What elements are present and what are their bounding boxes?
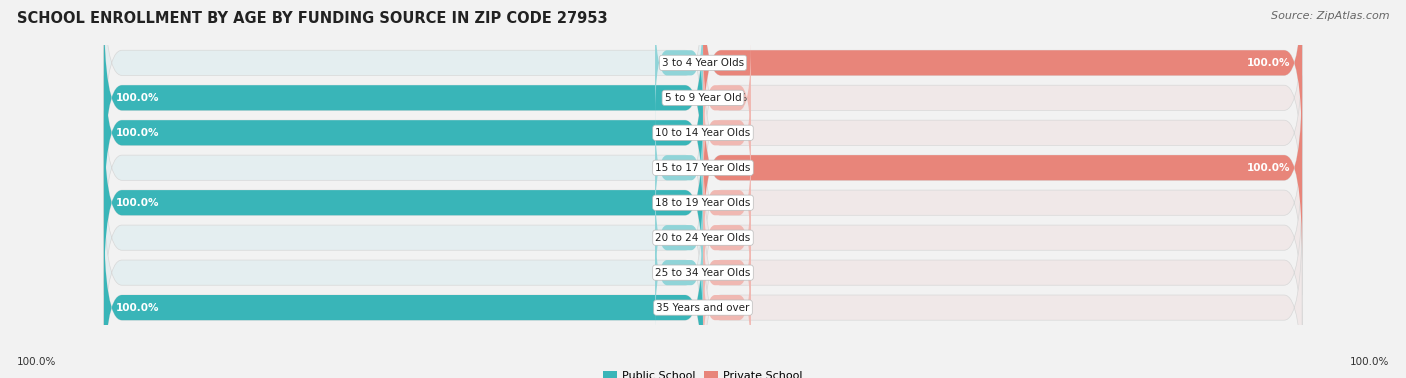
FancyBboxPatch shape — [703, 215, 1302, 378]
FancyBboxPatch shape — [104, 40, 703, 225]
FancyBboxPatch shape — [655, 6, 703, 120]
FancyBboxPatch shape — [655, 180, 703, 295]
Text: 100.0%: 100.0% — [115, 303, 159, 313]
Text: 0.0%: 0.0% — [721, 128, 747, 138]
Text: 15 to 17 Year Olds: 15 to 17 Year Olds — [655, 163, 751, 173]
Text: 25 to 34 Year Olds: 25 to 34 Year Olds — [655, 268, 751, 277]
FancyBboxPatch shape — [104, 180, 703, 365]
FancyBboxPatch shape — [104, 146, 703, 330]
FancyBboxPatch shape — [104, 215, 703, 378]
Text: 100.0%: 100.0% — [115, 128, 159, 138]
FancyBboxPatch shape — [703, 215, 751, 330]
FancyBboxPatch shape — [655, 110, 703, 225]
FancyBboxPatch shape — [703, 180, 751, 295]
Text: 35 Years and over: 35 Years and over — [657, 303, 749, 313]
FancyBboxPatch shape — [703, 40, 751, 155]
FancyBboxPatch shape — [703, 110, 1302, 295]
Text: 100.0%: 100.0% — [115, 93, 159, 103]
Legend: Public School, Private School: Public School, Private School — [603, 370, 803, 378]
FancyBboxPatch shape — [703, 76, 1302, 260]
FancyBboxPatch shape — [703, 76, 751, 190]
FancyBboxPatch shape — [104, 6, 703, 190]
FancyBboxPatch shape — [104, 110, 703, 295]
FancyBboxPatch shape — [703, 0, 1302, 155]
Text: 5 to 9 Year Old: 5 to 9 Year Old — [665, 93, 741, 103]
Text: 100.0%: 100.0% — [1247, 58, 1291, 68]
Text: 3 to 4 Year Olds: 3 to 4 Year Olds — [662, 58, 744, 68]
Text: 18 to 19 Year Olds: 18 to 19 Year Olds — [655, 198, 751, 208]
FancyBboxPatch shape — [104, 76, 703, 260]
Text: 0.0%: 0.0% — [721, 198, 747, 208]
FancyBboxPatch shape — [104, 6, 703, 190]
Text: 0.0%: 0.0% — [721, 303, 747, 313]
Text: 100.0%: 100.0% — [1350, 357, 1389, 367]
FancyBboxPatch shape — [703, 146, 1302, 330]
FancyBboxPatch shape — [104, 215, 703, 378]
FancyBboxPatch shape — [104, 110, 703, 295]
Text: Source: ZipAtlas.com: Source: ZipAtlas.com — [1271, 11, 1389, 21]
Text: 20 to 24 Year Olds: 20 to 24 Year Olds — [655, 233, 751, 243]
Text: 0.0%: 0.0% — [721, 268, 747, 277]
Text: 0.0%: 0.0% — [659, 58, 685, 68]
FancyBboxPatch shape — [104, 0, 703, 155]
FancyBboxPatch shape — [703, 250, 751, 365]
Text: 0.0%: 0.0% — [721, 233, 747, 243]
Text: 0.0%: 0.0% — [659, 233, 685, 243]
FancyBboxPatch shape — [703, 0, 1302, 155]
FancyBboxPatch shape — [655, 215, 703, 330]
FancyBboxPatch shape — [703, 40, 1302, 225]
Text: 0.0%: 0.0% — [721, 93, 747, 103]
FancyBboxPatch shape — [104, 40, 703, 225]
FancyBboxPatch shape — [703, 146, 751, 260]
Text: 100.0%: 100.0% — [1247, 163, 1291, 173]
Text: 0.0%: 0.0% — [659, 163, 685, 173]
FancyBboxPatch shape — [703, 76, 1302, 260]
Text: 100.0%: 100.0% — [17, 357, 56, 367]
Text: 0.0%: 0.0% — [659, 268, 685, 277]
FancyBboxPatch shape — [703, 6, 1302, 190]
Text: 100.0%: 100.0% — [115, 198, 159, 208]
FancyBboxPatch shape — [703, 180, 1302, 365]
Text: 10 to 14 Year Olds: 10 to 14 Year Olds — [655, 128, 751, 138]
Text: SCHOOL ENROLLMENT BY AGE BY FUNDING SOURCE IN ZIP CODE 27953: SCHOOL ENROLLMENT BY AGE BY FUNDING SOUR… — [17, 11, 607, 26]
